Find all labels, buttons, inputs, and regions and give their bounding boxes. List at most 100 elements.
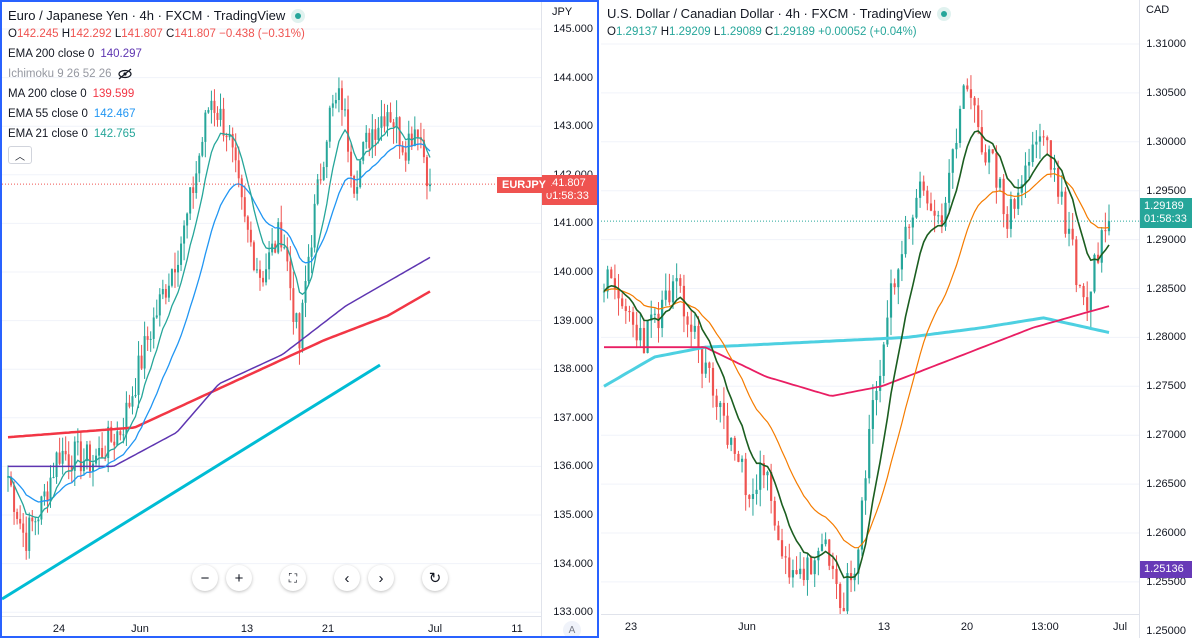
- auto-scale-button[interactable]: A: [563, 621, 581, 636]
- candle-body: [125, 402, 128, 435]
- candle-body: [998, 178, 1002, 188]
- candle-body: [268, 252, 271, 270]
- candle-body: [900, 254, 904, 270]
- candle-body: [289, 261, 292, 289]
- time-tick-label: 13: [877, 621, 891, 633]
- eurjpy-legend: Euro / Japanese Yen · 4h · FXCM · Tradin…: [8, 8, 306, 164]
- candle-body: [67, 454, 70, 466]
- candle-body: [143, 336, 146, 369]
- candle-body: [708, 362, 711, 368]
- candle-body: [631, 312, 635, 325]
- candle-body: [210, 100, 213, 111]
- candle-body: [1035, 141, 1038, 145]
- usdcad-price-axis[interactable]: CAD 1.31000 1.30500 1.30000 1.29500 1.29000 1…: [1139, 0, 1192, 638]
- candle-body: [161, 289, 164, 295]
- candle-body: [425, 157, 428, 187]
- ema200-line: [8, 256, 431, 468]
- candle-body: [897, 269, 900, 288]
- candle-body: [328, 107, 331, 142]
- candle-body: [693, 325, 696, 332]
- indicator-ema200[interactable]: EMA 200 close 0 140.297: [8, 48, 142, 60]
- candle-body: [868, 428, 871, 479]
- candle-body: [824, 539, 827, 545]
- indicator-ema55[interactable]: EMA 55 close 0 142.467: [8, 108, 136, 120]
- candle-body: [392, 122, 395, 127]
- red-ma-line: [604, 305, 1110, 397]
- usdcad-plot-area[interactable]: [601, 0, 1139, 614]
- candle-body: [374, 129, 377, 140]
- eurjpy-price-axis[interactable]: JPY 145.000144.000143.000142.000141.0001…: [541, 2, 597, 636]
- candle-body: [889, 283, 893, 318]
- reset-chart-button[interactable]: ↻: [422, 565, 448, 591]
- time-tick-label: Jul: [1112, 621, 1128, 633]
- candle-body: [167, 285, 170, 298]
- currency-label[interactable]: JPY: [552, 6, 573, 18]
- candle-body: [610, 269, 613, 279]
- candle-body: [313, 203, 316, 248]
- candle-body: [52, 476, 55, 478]
- eurjpy-plot-area[interactable]: [2, 2, 541, 616]
- indicator-ma200[interactable]: MA 200 close 0 139.599: [8, 88, 135, 100]
- candle-body: [711, 367, 715, 396]
- candle-body: [119, 431, 122, 436]
- candle-body: [882, 344, 885, 376]
- candle-body: [955, 142, 958, 150]
- candle-body: [1017, 192, 1020, 209]
- candle-body: [661, 299, 664, 329]
- candle-body: [809, 557, 813, 575]
- candle-body: [1042, 136, 1045, 138]
- candle-body: [401, 146, 404, 153]
- candle-body: [719, 402, 722, 408]
- price-tick-label: 1.27000: [1146, 429, 1186, 442]
- candle-body: [395, 117, 398, 127]
- candle-body: [733, 437, 736, 454]
- candle-body: [1071, 228, 1074, 240]
- candle-body: [744, 458, 747, 496]
- candle-body: [43, 491, 46, 497]
- candle-body: [639, 327, 642, 341]
- eurjpy-symbol-title[interactable]: Euro / Japanese Yen · 4h · FXCM · Tradin…: [8, 8, 306, 23]
- price-tick-label: 143.000: [553, 120, 593, 133]
- eurjpy-chart-pane[interactable]: Euro / Japanese Yen · 4h · FXCM · Tradin…: [0, 0, 599, 638]
- candle-body: [307, 256, 310, 282]
- candle-body: [277, 222, 280, 253]
- scroll-forward-button[interactable]: ›: [368, 565, 394, 591]
- eye-hidden-icon[interactable]: [117, 68, 132, 80]
- candle-body: [1064, 191, 1067, 234]
- indicator-ichimoku[interactable]: Ichimoku 9 26 52 26: [8, 68, 305, 80]
- indicator-ema21[interactable]: EMA 21 close 0 142.765: [8, 128, 136, 140]
- candle-body: [740, 458, 744, 462]
- usdcad-time-axis[interactable]: 23 Jun 13 20 13:00 Jul: [601, 614, 1139, 638]
- candle-body: [28, 517, 31, 551]
- candle-body: [671, 281, 675, 303]
- zoom-in-button[interactable]: +: [226, 565, 252, 591]
- collapse-legend-button[interactable]: ︿: [8, 146, 32, 164]
- candle-body: [1104, 230, 1107, 232]
- usdcad-legend: U.S. Dollar / Canadian Dollar · 4h · FXC…: [607, 6, 952, 38]
- candle-body: [225, 135, 228, 138]
- candle-body: [310, 247, 313, 257]
- zoom-out-button[interactable]: −: [192, 565, 218, 591]
- usdcad-chart-pane[interactable]: U.S. Dollar / Canadian Dollar · 4h · FXC…: [601, 0, 1192, 638]
- candle-body: [231, 133, 234, 148]
- candle-body: [871, 400, 874, 429]
- candle-body: [842, 607, 845, 612]
- currency-label[interactable]: CAD: [1146, 4, 1170, 16]
- candle-body: [201, 141, 204, 156]
- symbol-title-text: U.S. Dollar / Canadian Dollar · 4h · FXC…: [607, 6, 932, 21]
- candle-body: [131, 396, 134, 407]
- candle-body: [416, 129, 419, 138]
- candle-body: [331, 103, 334, 108]
- candle-body: [1060, 191, 1063, 197]
- eurjpy-time-axis[interactable]: 24 Jun 13 21 Jul 11: [2, 616, 541, 636]
- candle-body: [198, 155, 201, 174]
- candle-body: [377, 127, 380, 140]
- usdcad-symbol-title[interactable]: U.S. Dollar / Canadian Dollar · 4h · FXC…: [607, 6, 952, 21]
- scroll-back-button[interactable]: ‹: [334, 565, 360, 591]
- candle-body: [835, 568, 838, 585]
- fullscreen-button[interactable]: ⛶: [280, 565, 306, 591]
- candle-body: [319, 179, 322, 181]
- candle-body: [940, 215, 943, 227]
- time-tick-label: Jun: [738, 621, 756, 633]
- candle-body: [262, 277, 265, 283]
